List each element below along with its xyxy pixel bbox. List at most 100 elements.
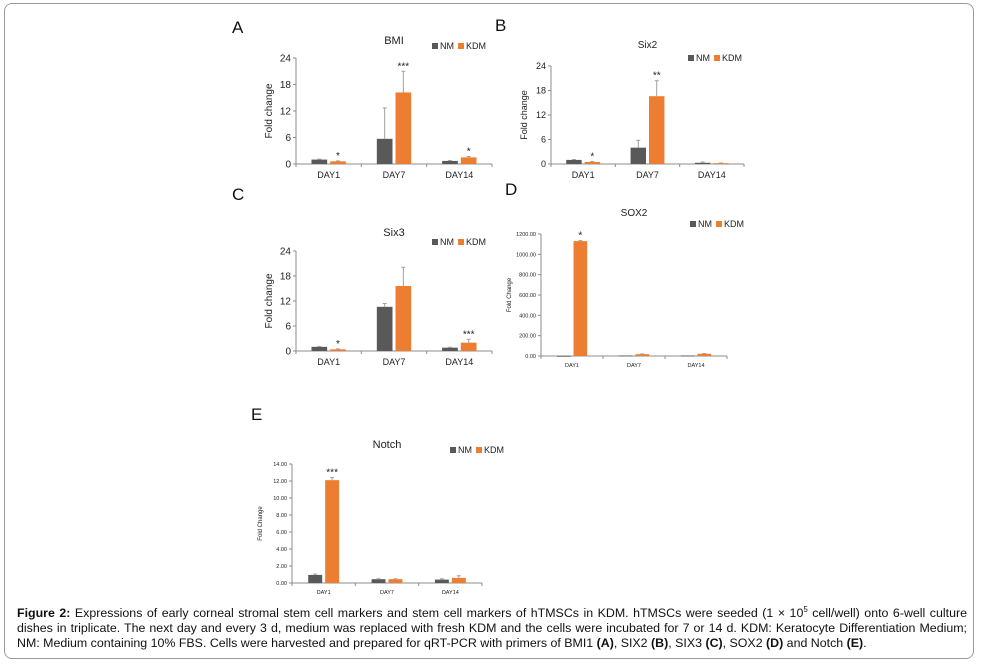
x-tick-label: DAY1 xyxy=(317,590,331,596)
bar-kdm-day1 xyxy=(584,161,601,164)
y-axis-label: Fold Change xyxy=(507,277,513,312)
bar-kdm-day14 xyxy=(713,163,729,164)
chart-title: Notch xyxy=(373,439,402,451)
bar-kdm-day1 xyxy=(325,480,340,583)
bar-kdm-day14 xyxy=(460,157,477,164)
legend-label-kdm: KDM xyxy=(466,237,486,247)
legend-label-kdm: KDM xyxy=(466,41,486,51)
legend-label-nm: NM xyxy=(696,53,710,63)
significance-marker: *** xyxy=(397,61,409,72)
legend-label-nm: NM xyxy=(458,445,472,455)
chart-title: Six2 xyxy=(638,40,658,51)
bar-kdm-day7 xyxy=(649,96,665,164)
y-axis-label: Fold change xyxy=(519,90,529,140)
y-tick-label: 24 xyxy=(280,54,292,65)
legend-label-nm: NM xyxy=(440,41,454,51)
x-tick-label: DAY1 xyxy=(572,170,595,180)
legend-swatch-nm xyxy=(690,221,696,227)
y-tick-label: 0 xyxy=(541,159,546,169)
bar-nm-day14 xyxy=(434,579,449,583)
legend-label-kdm: KDM xyxy=(724,219,744,229)
significance-marker: * xyxy=(336,339,340,350)
bar-nm-day1 xyxy=(566,159,582,164)
significance-marker: * xyxy=(336,151,340,162)
chart-title: Six3 xyxy=(383,227,404,239)
legend-swatch-kdm xyxy=(476,447,482,453)
bar-nm-day7 xyxy=(618,355,633,357)
y-tick-label: 0.00 xyxy=(276,581,287,587)
caption-text-1: Expressions of early corneal stromal ste… xyxy=(70,606,804,620)
y-tick-label: 18 xyxy=(536,86,546,96)
y-tick-label: 1000.00 xyxy=(516,252,536,258)
significance-marker: *** xyxy=(326,468,338,479)
caption-ref-c: (C) xyxy=(705,636,723,650)
caption-text-2: cell/well) onto 6-well culture dishes in… xyxy=(17,606,967,650)
significance-marker: * xyxy=(590,152,594,163)
x-tick-label: DAY7 xyxy=(627,363,641,369)
x-tick-label: DAY7 xyxy=(380,590,394,596)
caption-ref-b: (B) xyxy=(651,636,669,650)
panel-letter-a: A xyxy=(232,18,244,37)
y-tick-label: 0 xyxy=(285,347,291,358)
panel-letter-d: D xyxy=(505,180,518,199)
legend-label-kdm: KDM xyxy=(484,445,504,455)
y-tick-label: 6 xyxy=(541,135,546,145)
y-tick-label: 18 xyxy=(280,272,292,283)
bar-nm-day14 xyxy=(442,347,458,351)
bar-nm-day14 xyxy=(694,162,711,164)
legend-swatch-nm xyxy=(450,447,456,453)
y-tick-label: 18 xyxy=(280,80,292,91)
x-tick-label: DAY7 xyxy=(383,170,406,180)
bar-nm-day7 xyxy=(376,138,393,164)
bar-kdm-day14 xyxy=(697,353,712,356)
panel-letter-b: B xyxy=(495,16,507,35)
bar-kdm-day7 xyxy=(635,354,650,356)
bar-kdm-day1 xyxy=(330,349,346,351)
caption-label: Figure 2: xyxy=(17,606,71,620)
y-tick-label: 14.00 xyxy=(273,462,287,468)
legend-label-kdm: KDM xyxy=(722,53,742,63)
y-axis-label: Fold change xyxy=(264,273,275,328)
bar-kdm-day7 xyxy=(395,286,412,351)
bar-nm-day7 xyxy=(376,306,393,351)
y-tick-label: 6.00 xyxy=(276,530,287,536)
bar-nm-day7 xyxy=(630,147,646,164)
x-tick-label: DAY14 xyxy=(445,170,473,180)
x-tick-label: DAY7 xyxy=(383,357,406,367)
legend-label-nm: NM xyxy=(440,237,454,247)
y-tick-label: 200.00 xyxy=(519,334,536,340)
caption-sep-1: , SIX2 xyxy=(613,636,652,650)
caption-sep-4: and Notch xyxy=(783,636,847,650)
significance-marker: * xyxy=(467,146,471,157)
bar-nm-day14 xyxy=(442,160,458,164)
y-tick-label: 6 xyxy=(285,322,291,333)
x-tick-label: DAY1 xyxy=(565,363,579,369)
x-tick-label: DAY1 xyxy=(317,170,340,180)
bar-nm-day1 xyxy=(311,159,328,164)
y-tick-label: 12.00 xyxy=(273,479,287,485)
y-tick-label: 10.00 xyxy=(273,496,287,502)
legend-swatch-nm xyxy=(432,43,438,49)
legend-swatch-kdm xyxy=(458,43,464,49)
x-tick-label: DAY14 xyxy=(698,170,726,180)
y-tick-label: 24 xyxy=(280,247,292,258)
y-tick-label: 4.00 xyxy=(276,547,287,553)
caption-sep-2: , SIX3 xyxy=(668,636,706,650)
bar-kdm-day1 xyxy=(573,241,588,356)
caption-superscript: 5 xyxy=(803,604,808,614)
y-tick-label: 1200.00 xyxy=(516,232,536,238)
x-tick-label: DAY14 xyxy=(442,590,459,596)
y-tick-label: 2.00 xyxy=(276,564,287,570)
x-tick-label: DAY1 xyxy=(317,357,340,367)
y-tick-label: 12 xyxy=(536,110,546,120)
figure-caption: Figure 2: Expressions of early corneal s… xyxy=(17,604,967,651)
legend-swatch-kdm xyxy=(714,55,720,61)
bar-kdm-day7 xyxy=(395,92,412,164)
caption-ref-d: (D) xyxy=(766,636,784,650)
panel-letter-e: E xyxy=(251,405,263,424)
legend-swatch-nm xyxy=(688,55,694,61)
